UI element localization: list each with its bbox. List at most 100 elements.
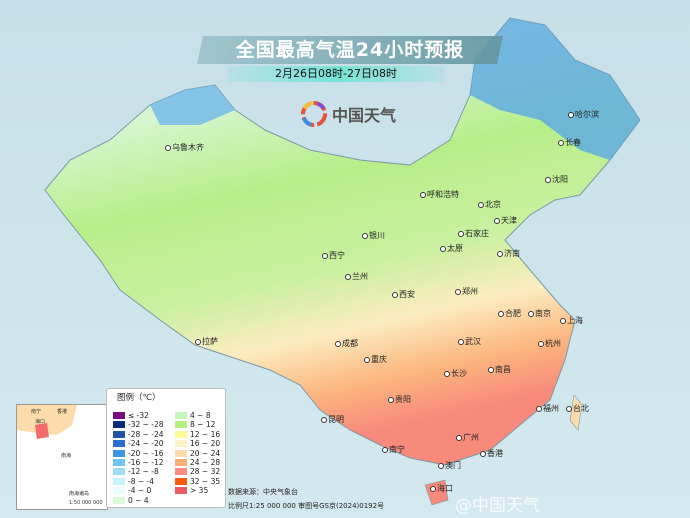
city-marker-icon [568, 111, 574, 118]
city-marker-icon [456, 434, 462, 441]
city-marker-icon [345, 273, 351, 280]
city-label: 北京 [478, 200, 501, 210]
legend-item: 32 ~ 35 [175, 477, 220, 486]
city-name: 贵阳 [395, 395, 411, 404]
legend-label: -32 ~ -28 [128, 420, 164, 430]
city-name: 南昌 [495, 365, 511, 374]
south-china-sea-inset: 南宁 海口 香港 南海 南海诸岛 1:50 000 000 [16, 404, 108, 510]
city-marker-icon [362, 232, 368, 239]
city-marker-icon [392, 291, 398, 298]
inset-label: 香港 [57, 409, 68, 415]
logo-text: 中国天气 [332, 106, 397, 125]
city-label: 拉萨 [195, 337, 218, 347]
city-name: 银川 [369, 231, 385, 240]
city-name: 合肥 [505, 309, 521, 318]
legend-item: 12 ~ 16 [175, 430, 220, 439]
legend-label: 8 ~ 12 [190, 420, 216, 430]
city-label: 香港 [480, 449, 503, 459]
legend-label: 0 ~ 4 [128, 495, 149, 505]
city-label: 兰州 [345, 272, 368, 282]
city-label: 昆明 [321, 415, 344, 425]
city-marker-icon [497, 250, 503, 257]
inset-label: 南海 [61, 453, 72, 459]
legend-item: -4 ~ 0 [113, 486, 151, 495]
inset-scale: 1:50 000 000 [69, 500, 103, 506]
watermark: @中国天气 [455, 496, 540, 516]
city-label: 上海 [560, 316, 583, 326]
legend-label: 28 ~ 32 [190, 467, 221, 477]
city-marker-icon [455, 288, 461, 295]
city-label: 西宁 [322, 251, 345, 261]
city-name: 长沙 [451, 369, 467, 378]
city-label: 南宁 [382, 445, 405, 455]
city-marker-icon [322, 252, 328, 259]
city-marker-icon [536, 405, 542, 412]
legend-label: -24 ~ -20 [128, 439, 164, 449]
city-marker-icon [498, 310, 504, 317]
legend-swatch [113, 468, 125, 476]
city-label: 哈尔滨 [568, 110, 599, 120]
city-name: 武汉 [465, 337, 481, 346]
legend-title: 图例（℃） [117, 393, 161, 403]
city-marker-icon [538, 340, 544, 347]
city-name: 哈尔滨 [575, 110, 599, 119]
city-name: 天津 [501, 216, 517, 225]
city-marker-icon [458, 338, 464, 345]
xinjiang-north-cold [150, 85, 235, 125]
legend-label: -20 ~ -16 [128, 448, 164, 458]
legend-swatch [175, 421, 187, 429]
legend-swatch [175, 487, 187, 495]
city-label: 海口 [430, 484, 453, 494]
legend-label: > 35 [190, 486, 209, 496]
legend-item: -8 ~ -4 [113, 477, 154, 486]
legend-label: -12 ~ -8 [128, 467, 159, 477]
city-name: 澳门 [445, 461, 461, 470]
city-name: 台北 [573, 404, 589, 413]
city-marker-icon [165, 144, 171, 151]
city-label: 合肥 [498, 309, 521, 319]
city-marker-icon [545, 176, 551, 183]
city-name: 杭州 [545, 339, 561, 348]
city-name: 乌鲁木齐 [172, 143, 204, 152]
taiwan [569, 394, 583, 431]
city-label: 重庆 [364, 355, 387, 365]
city-marker-icon [335, 340, 341, 347]
city-label: 武汉 [458, 337, 481, 347]
legend-item: 8 ~ 12 [175, 420, 215, 429]
city-label: 呼和浩特 [420, 190, 459, 200]
city-name: 南宁 [389, 445, 405, 454]
legend-label: -8 ~ -4 [128, 476, 155, 486]
city-label: 南京 [528, 309, 551, 319]
city-label: 长沙 [444, 369, 467, 379]
city-label: 贵阳 [388, 395, 411, 405]
inset-label: 南宁 [31, 409, 42, 415]
city-name: 重庆 [371, 355, 387, 364]
city-name: 海口 [437, 484, 453, 493]
legend-swatch [113, 421, 125, 429]
city-marker-icon [195, 338, 201, 345]
city-label: 成都 [335, 339, 358, 349]
city-name: 济南 [504, 249, 520, 258]
legend-swatch [175, 412, 187, 419]
city-marker-icon [321, 416, 327, 423]
legend-label: -16 ~ -12 [128, 458, 164, 467]
city-label: 太原 [440, 244, 463, 254]
city-label: 台北 [566, 404, 589, 414]
map-scale: 比例尺1:25 000 000 审图号GS京(2024)0192号 [228, 502, 385, 510]
northeast-cold-region [470, 18, 640, 160]
legend-swatch [113, 412, 125, 419]
city-name: 沈阳 [552, 175, 568, 184]
data-source: 数据来源：中央气象台 [228, 488, 298, 496]
city-label: 银川 [362, 231, 385, 241]
city-name: 拉萨 [202, 337, 218, 346]
city-label: 石家庄 [458, 229, 489, 239]
city-marker-icon [566, 405, 572, 412]
legend-swatch [113, 496, 125, 504]
city-label: 西安 [392, 290, 415, 300]
city-name: 昆明 [328, 415, 344, 424]
city-label: 长春 [558, 138, 581, 148]
legend-item: 16 ~ 20 [175, 439, 220, 448]
logo-swirl-icon [301, 101, 327, 127]
city-label: 乌鲁木齐 [165, 143, 204, 153]
